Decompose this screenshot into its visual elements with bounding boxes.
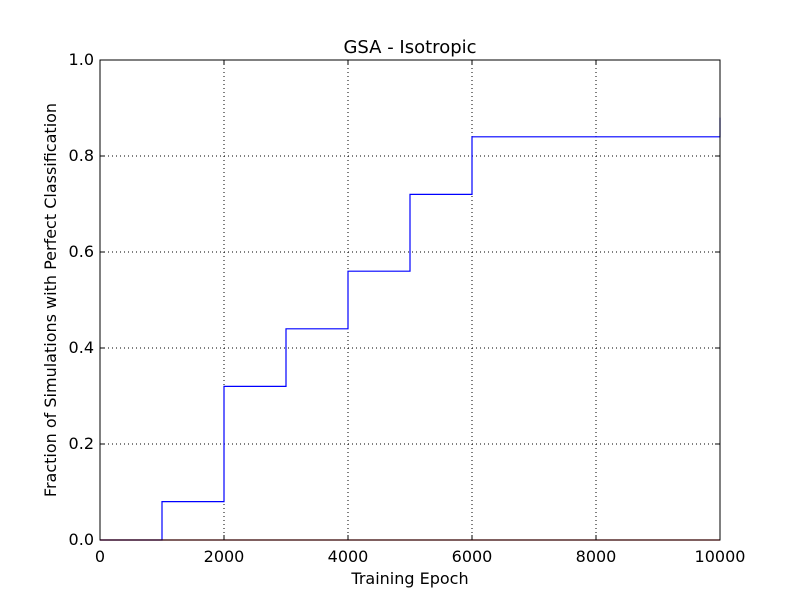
x-tick-label: 6000 bbox=[452, 547, 493, 566]
x-axis-label: Training Epoch bbox=[350, 569, 468, 588]
x-tick-label: 10000 bbox=[695, 547, 746, 566]
y-axis-label: Fraction of Simulations with Perfect Cla… bbox=[41, 103, 60, 497]
plot-frame bbox=[99, 59, 721, 541]
y-tick-label: 0.0 bbox=[69, 530, 94, 549]
x-tick-label: 2000 bbox=[204, 547, 245, 566]
x-tick-label: 8000 bbox=[576, 547, 617, 566]
y-tick-label: 1.0 bbox=[69, 50, 94, 69]
axis-ticks: 0 2000 4000 6000 8000 10000 0.0 0.2 0.4 0.6 0.8 1.0 bbox=[69, 50, 746, 566]
y-tick-label: 0.8 bbox=[69, 146, 94, 165]
series-line-1 bbox=[100, 117, 721, 541]
x-tick-label: 4000 bbox=[328, 547, 369, 566]
y-tick-label: 0.6 bbox=[69, 242, 94, 261]
y-tick-label: 0.2 bbox=[69, 434, 94, 453]
y-tick-label: 0.4 bbox=[69, 338, 94, 357]
x-tick-label: 0 bbox=[95, 547, 105, 566]
chart-title: GSA - Isotropic bbox=[343, 37, 476, 58]
